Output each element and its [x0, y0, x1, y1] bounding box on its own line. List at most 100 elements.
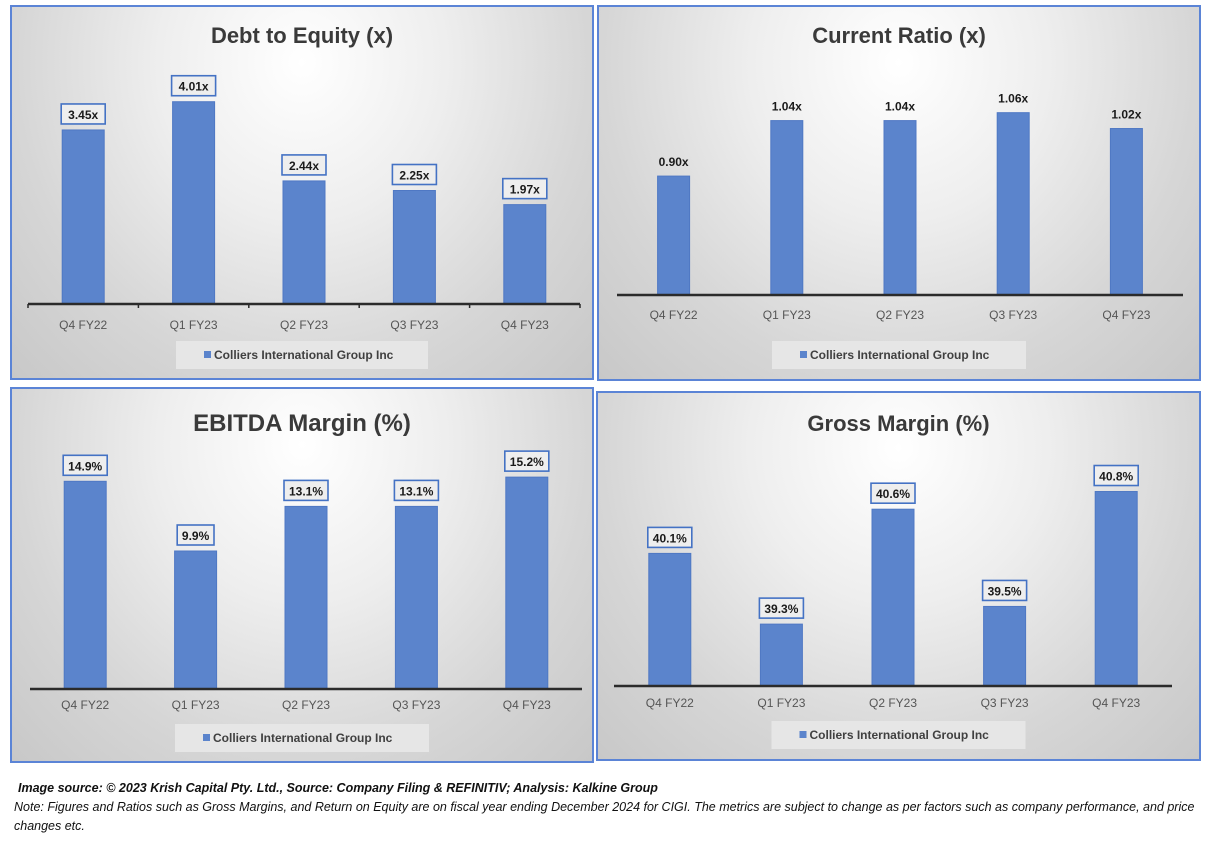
legend	[771, 721, 1026, 749]
x-tick-label: Q2 FY23	[876, 308, 924, 322]
data-label-box	[170, 74, 217, 97]
data-label: 0.90x	[659, 155, 689, 169]
data-label: 2.25x	[399, 169, 429, 183]
data-label: 13.1%	[289, 484, 323, 498]
chart-title: Gross Margin (%)	[807, 411, 989, 436]
data-label-box	[281, 154, 327, 176]
chart-svg: Gross Margin (%) 40.1% Q4 FY22 39.3% Q1 FY23…	[614, 411, 1172, 749]
data-label: 9.9%	[182, 529, 210, 543]
bar	[983, 605, 1027, 687]
data-label: 13.1%	[399, 484, 433, 498]
current-ratio-chart: Current Ratio (x) 0.90x Q4 FY22 1.04x Q1 FY2…	[597, 5, 1201, 381]
data-label-box	[391, 163, 438, 186]
x-tick-label: Q4 FY22	[59, 318, 107, 332]
x-tick-label: Q4 FY23	[503, 698, 551, 712]
chart-svg: Current Ratio (x) 0.90x Q4 FY22 1.04x Q1 FY2…	[617, 23, 1183, 369]
bar	[63, 480, 107, 690]
data-label: 1.06x	[998, 92, 1028, 106]
data-label: 1.04x	[885, 100, 915, 114]
data-label: 1.97x	[510, 183, 540, 197]
bar	[392, 190, 436, 305]
chart-svg: EBITDA Margin (%) 14.9% Q4 FY22 9.9% Q1 FY23…	[30, 410, 582, 752]
legend-swatch	[799, 731, 807, 738]
x-tick-label: Q4 FY23	[1102, 308, 1150, 322]
data-label: 40.6%	[876, 487, 910, 501]
x-tick-label: Q4 FY22	[61, 698, 109, 712]
data-label-box	[1093, 464, 1140, 487]
data-label-box	[283, 479, 329, 502]
bar	[172, 101, 216, 305]
x-tick-label: Q2 FY23	[282, 698, 330, 712]
bar	[503, 204, 547, 305]
data-label: 14.9%	[68, 459, 102, 473]
legend-label: Colliers International Group Inc	[214, 348, 394, 362]
gross-margin-chart: Gross Margin (%) 40.1% Q4 FY22 39.3% Q1 FY23…	[596, 391, 1201, 761]
bar	[871, 508, 915, 687]
bar	[657, 175, 691, 296]
x-tick-label: Q3 FY23	[989, 308, 1037, 322]
x-tick-label: Q1 FY23	[757, 696, 805, 710]
bar	[1109, 128, 1143, 296]
bar	[282, 180, 326, 305]
data-label: 40.8%	[1099, 470, 1133, 484]
x-tick-label: Q3 FY23	[390, 318, 438, 332]
x-tick-label: Q1 FY23	[172, 698, 220, 712]
data-label: 3.45x	[68, 108, 98, 122]
x-tick-label: Q1 FY23	[763, 308, 811, 322]
legend-swatch	[203, 734, 210, 741]
data-label-box	[393, 479, 440, 502]
legend	[772, 341, 1026, 369]
data-label: 1.04x	[772, 100, 802, 114]
x-tick-label: Q4 FY23	[501, 318, 549, 332]
legend-swatch	[800, 351, 807, 358]
data-label-box	[981, 579, 1028, 602]
debt-to-equity-chart: Debt to Equity (x) 3.45x Q4 FY22 4.01x Q1 FY…	[10, 5, 594, 380]
bar	[996, 112, 1030, 296]
x-tick-label: Q1 FY23	[170, 318, 218, 332]
legend	[175, 724, 429, 752]
data-label: 4.01x	[179, 80, 209, 94]
x-tick-label: Q3 FY23	[392, 698, 440, 712]
data-label-box	[60, 103, 107, 125]
data-label-box	[501, 177, 548, 200]
chart-title: Current Ratio (x)	[812, 23, 986, 48]
x-tick-label: Q4 FY23	[1092, 696, 1140, 710]
legend-label: Colliers International Group Inc	[213, 731, 393, 745]
legend-label: Colliers International Group Inc	[810, 348, 990, 362]
data-label-box	[870, 482, 916, 504]
data-label: 2.44x	[289, 159, 319, 173]
bar	[770, 120, 804, 296]
data-label-box	[62, 454, 109, 477]
data-label: 40.1%	[653, 531, 687, 545]
data-label-box	[758, 597, 805, 619]
bar	[394, 505, 438, 690]
bar	[759, 623, 803, 687]
data-label: 39.5%	[988, 584, 1022, 598]
bar	[284, 505, 328, 690]
data-label: 15.2%	[510, 455, 544, 469]
bar	[61, 129, 105, 305]
data-label: 39.3%	[764, 602, 798, 616]
note-text: Note: Figures and Ratios such as Gross M…	[14, 800, 1195, 833]
x-tick-label: Q4 FY22	[650, 308, 698, 322]
data-label-box	[503, 450, 550, 472]
bar	[174, 550, 218, 690]
bar	[1094, 491, 1138, 687]
legend-swatch	[204, 351, 211, 358]
chart-title: EBITDA Margin (%)	[193, 410, 411, 437]
footer: Image source: © 2023 Krish Capital Pty. …	[14, 779, 1204, 836]
bar	[648, 552, 692, 687]
legend-label: Colliers International Group Inc	[810, 728, 990, 742]
data-label-box	[176, 524, 215, 546]
image-source-text: Image source: © 2023 Krish Capital Pty. …	[18, 781, 658, 795]
x-tick-label: Q3 FY23	[981, 696, 1029, 710]
x-tick-label: Q2 FY23	[280, 318, 328, 332]
bar	[883, 120, 917, 296]
ebitda-margin-chart: EBITDA Margin (%) 14.9% Q4 FY22 9.9% Q1 FY23…	[10, 387, 594, 763]
x-tick-label: Q2 FY23	[869, 696, 917, 710]
data-label: 1.02x	[1111, 108, 1141, 122]
legend	[176, 341, 428, 369]
chart-svg: Debt to Equity (x) 3.45x Q4 FY22 4.01x Q1 FY…	[27, 23, 581, 369]
bar	[505, 476, 549, 690]
x-tick-label: Q4 FY22	[646, 696, 694, 710]
